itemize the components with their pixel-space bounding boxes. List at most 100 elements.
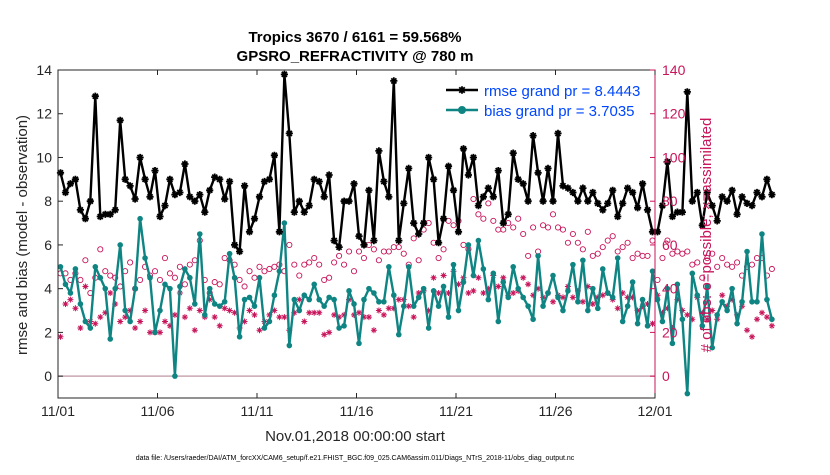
bias-point: [515, 285, 521, 292]
obs-possible-point: [525, 252, 532, 259]
obs-possible-point: [549, 211, 557, 218]
bias-point: [361, 296, 367, 303]
rmse-point: [66, 180, 74, 188]
obs-assimilated-point: [569, 294, 576, 301]
rmse-point: [753, 188, 761, 197]
bias-point: [749, 298, 755, 305]
legend-bias-label: bias grand pr = 3.7035: [484, 103, 635, 120]
obs-assimilated-point: [669, 325, 676, 331]
rmse-point: [96, 212, 104, 221]
bias-point: [211, 301, 218, 307]
obs-assimilated-point: [57, 333, 64, 340]
bias-point: [152, 329, 158, 336]
obs-assimilated-point: [614, 305, 621, 312]
bias-point: [162, 281, 168, 288]
rmse-point: [604, 199, 612, 207]
bias-point: [744, 248, 750, 255]
rmse-point: [509, 149, 517, 157]
obs-possible-point: [679, 250, 686, 257]
obs-possible-point: [669, 250, 676, 257]
bias-point: [644, 323, 651, 329]
obs-possible-point: [569, 230, 576, 238]
bias-point: [395, 331, 402, 338]
y-tick-label-left: 12: [36, 106, 52, 122]
rmse-point: [629, 188, 637, 197]
obs-assimilated-point: [659, 309, 666, 316]
bias-point: [440, 283, 447, 290]
bias-point: [117, 242, 123, 248]
rmse-point: [693, 188, 701, 197]
rmse-point: [131, 195, 139, 203]
rmse-point: [529, 132, 537, 140]
obs-assimilated-point: [246, 307, 253, 314]
obs-assimilated-point: [550, 298, 556, 305]
obs-possible-point: [594, 250, 601, 257]
obs-assimilated-point: [276, 314, 283, 321]
obs-assimilated-point: [445, 290, 452, 296]
rmse-point: [295, 197, 303, 205]
bias-point: [261, 325, 268, 331]
rmse-point: [201, 208, 209, 216]
bias-point: [87, 325, 94, 331]
obs-assimilated-point: [584, 283, 591, 290]
obs-assimilated-point: [181, 314, 188, 321]
obs-possible-point: [719, 255, 726, 262]
obs-assimilated-point: [684, 311, 691, 318]
rmse-point: [300, 208, 308, 216]
bias-point: [301, 292, 308, 299]
rmse-point: [330, 237, 338, 245]
obs-assimilated-point: [410, 314, 417, 321]
rmse-series: [56, 70, 776, 256]
rmse-point: [340, 197, 348, 205]
rmse-point: [255, 193, 264, 201]
rmse-point: [315, 177, 323, 186]
rmse-point: [245, 228, 254, 236]
bias-point: [525, 303, 531, 309]
bias-point: [221, 298, 228, 305]
rmse-point: [494, 167, 502, 175]
obs-assimilated-point: [405, 303, 412, 310]
obs-possible-point: [574, 239, 581, 246]
bias-point: [296, 307, 303, 314]
bias-point: [196, 231, 203, 237]
obs-possible-point: [485, 200, 492, 207]
rmse-point: [634, 204, 642, 212]
rmse-point: [743, 199, 751, 207]
rmse-point: [390, 77, 398, 85]
obs-possible-point: [709, 250, 716, 257]
rmse-point: [519, 180, 527, 188]
rmse-point: [166, 175, 174, 183]
obs-assimilated-point: [186, 305, 193, 312]
obs-assimilated-point: [137, 318, 144, 325]
bias-point: [356, 340, 362, 347]
obs-possible-point: [694, 259, 701, 266]
obs-assimilated-point: [241, 318, 248, 325]
obs-assimilated-point: [72, 305, 79, 312]
obs-assimilated-point: [97, 314, 104, 321]
bias-point: [575, 298, 581, 305]
bias-point: [271, 292, 278, 299]
bias-point: [381, 298, 387, 305]
rmse-point: [614, 212, 622, 221]
y-tick-label-right: 100: [662, 149, 686, 165]
obs-possible-point: [515, 215, 522, 222]
bias-point: [495, 318, 502, 325]
obs-assimilated-point: [256, 327, 263, 334]
obs-possible-point: [699, 274, 706, 281]
obs-possible-point: [246, 268, 253, 275]
obs-possible-point: [375, 257, 382, 264]
rmse-point: [121, 175, 129, 183]
y-tick-label-left: 6: [44, 237, 52, 253]
obs-assimilated-point: [425, 307, 432, 314]
y-tick-label-right: 80: [662, 193, 678, 209]
bias-point: [371, 290, 377, 296]
obs-assimilated-point: [495, 283, 502, 290]
obs-possible-point: [480, 215, 487, 222]
obs-assimilated-point: [271, 307, 278, 314]
obs-possible-point: [470, 195, 477, 203]
rmse-point: [400, 199, 408, 207]
obs-assimilated-point: [639, 303, 646, 310]
rmse-point: [290, 208, 298, 216]
rmse-point: [425, 153, 433, 162]
rmse-point: [186, 193, 194, 201]
